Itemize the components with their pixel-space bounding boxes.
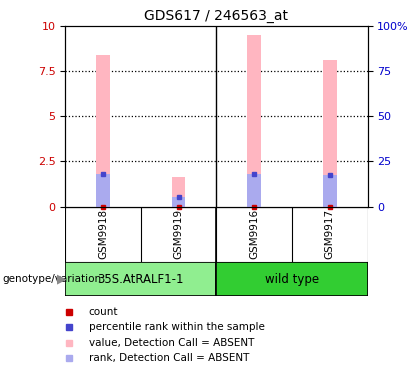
Text: value, Detection Call = ABSENT: value, Detection Call = ABSENT [89,338,254,348]
Bar [216,262,368,296]
Bar [172,197,185,207]
Text: count: count [89,307,118,317]
Text: 35S.AtRALF1-1: 35S.AtRALF1-1 [97,273,184,285]
Text: percentile rank within the sample: percentile rank within the sample [89,322,265,332]
Bar [96,55,110,207]
Bar [247,174,261,207]
Bar [247,35,261,207]
Text: genotype/variation: genotype/variation [2,274,101,284]
Text: GSM9918: GSM9918 [98,209,108,259]
Text: ▶: ▶ [57,273,66,285]
Text: GSM9919: GSM9919 [173,209,184,259]
Text: GSM9917: GSM9917 [325,209,335,259]
Text: GSM9916: GSM9916 [249,209,259,259]
Text: rank, Detection Call = ABSENT: rank, Detection Call = ABSENT [89,353,249,363]
Bar [172,177,185,207]
Bar [323,175,336,207]
Title: GDS617 / 246563_at: GDS617 / 246563_at [144,9,288,23]
Bar [65,262,216,296]
Bar [96,174,110,207]
Text: wild type: wild type [265,273,319,285]
Bar [323,60,336,207]
